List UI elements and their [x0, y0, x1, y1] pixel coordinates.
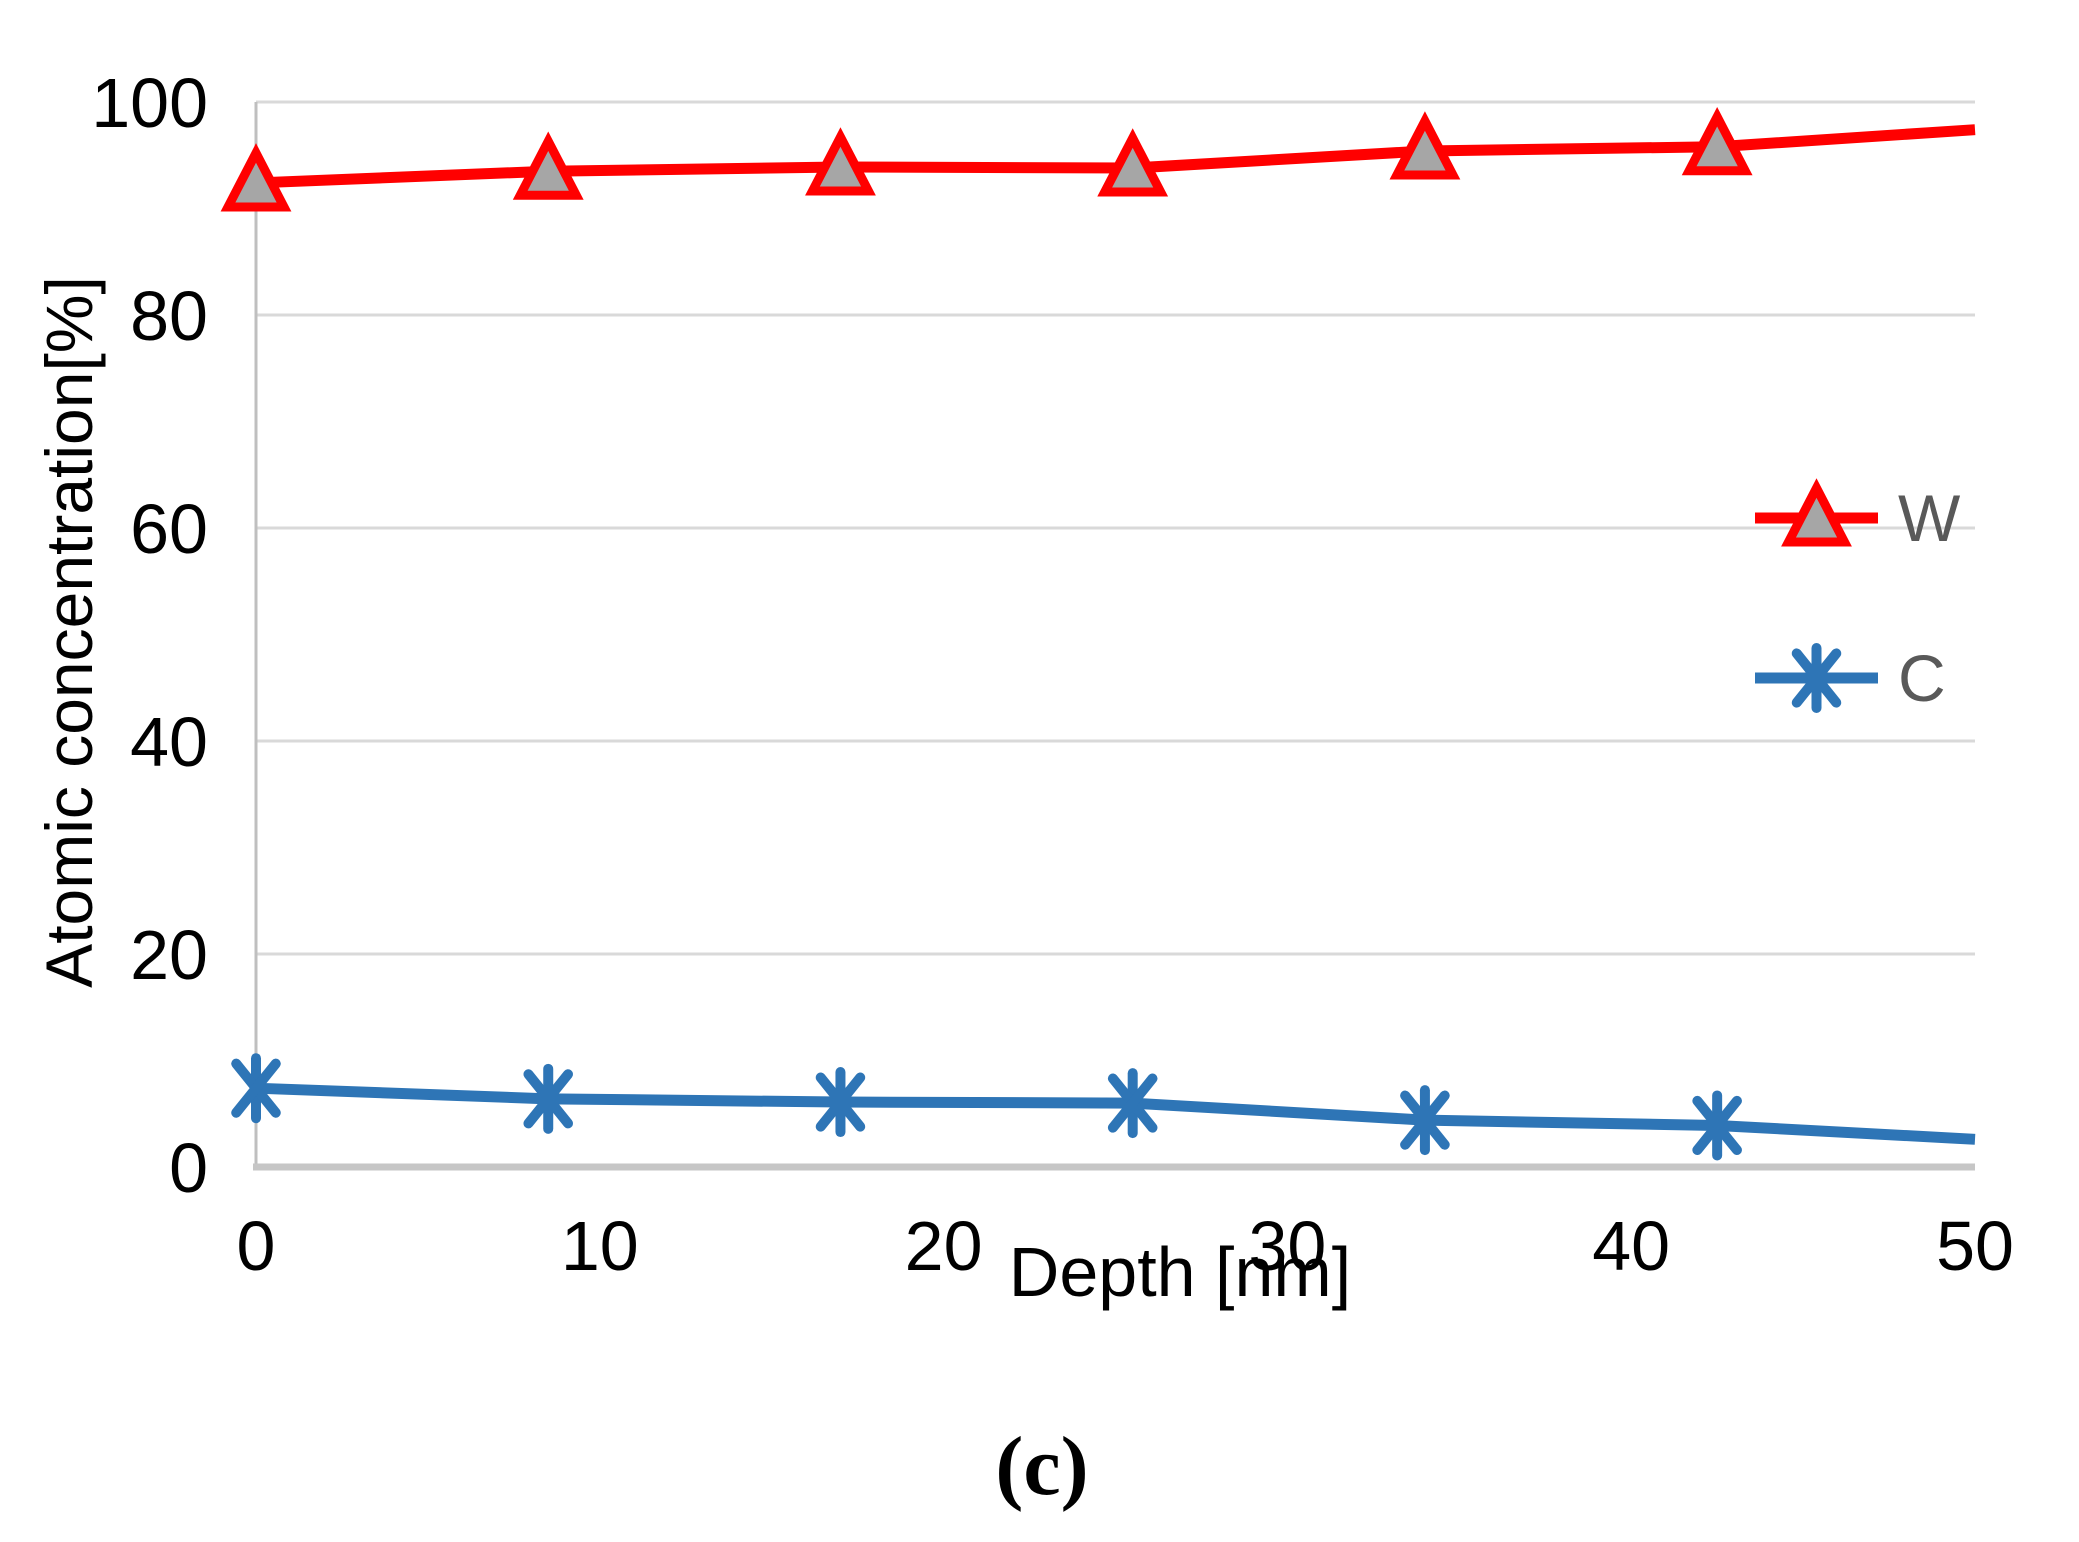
y-tick-label-0: 0: [169, 1129, 208, 1207]
w-triangle-marker: [1097, 128, 1169, 197]
w-triangle-marker: [220, 143, 292, 212]
legend-entry-C: C: [1755, 641, 1946, 715]
series-C: [231, 1053, 1976, 1161]
y-tick-label-80: 80: [130, 277, 208, 355]
w-triangle-marker: [1681, 106, 1753, 176]
w-triangle-marker: [1781, 478, 1852, 547]
c-asterisk-marker: [815, 1072, 866, 1132]
y-tick-label-20: 20: [130, 916, 208, 994]
c-asterisk-marker: [1107, 1073, 1158, 1133]
w-triangle-marker: [1389, 111, 1461, 180]
tick-labels: 0 20 40 60 80 100 0 10 20 30 40 50: [91, 64, 2014, 1285]
x-tick-label-30: 30: [1248, 1207, 1326, 1285]
axes: [253, 102, 1975, 1171]
x-tick-label-0: 0: [237, 1207, 276, 1285]
y-tick-label-60: 60: [130, 490, 208, 568]
legend: WC: [1755, 478, 1961, 715]
y-axis-title: Atomic concentration[%]: [32, 276, 106, 988]
w-triangle-marker: [805, 127, 876, 196]
legend-entry-W: W: [1755, 478, 1961, 555]
x-axis-title: Depth [nm]: [1009, 1233, 1351, 1311]
c-asterisk-marker: [1791, 648, 1842, 708]
data-series: [220, 106, 1976, 1161]
gridlines: [256, 100, 1975, 956]
x-tick-label-10: 10: [561, 1207, 639, 1285]
w-triangle-marker: [512, 131, 584, 200]
series-W: [220, 106, 1976, 212]
c-asterisk-marker: [1400, 1090, 1450, 1150]
figure-caption: (c): [995, 1420, 1088, 1513]
c-asterisk-marker: [231, 1058, 281, 1118]
legend-label-W: W: [1898, 481, 1961, 555]
c-asterisk-marker: [1692, 1095, 1742, 1156]
x-tick-label-40: 40: [1592, 1207, 1670, 1285]
x-tick-label-20: 20: [905, 1207, 983, 1285]
c-asterisk-marker: [523, 1069, 574, 1129]
y-tick-label-40: 40: [130, 703, 208, 781]
legend-label-C: C: [1898, 641, 1946, 715]
y-tick-label-100: 100: [91, 64, 208, 142]
x-tick-label-50: 50: [1936, 1207, 2014, 1285]
